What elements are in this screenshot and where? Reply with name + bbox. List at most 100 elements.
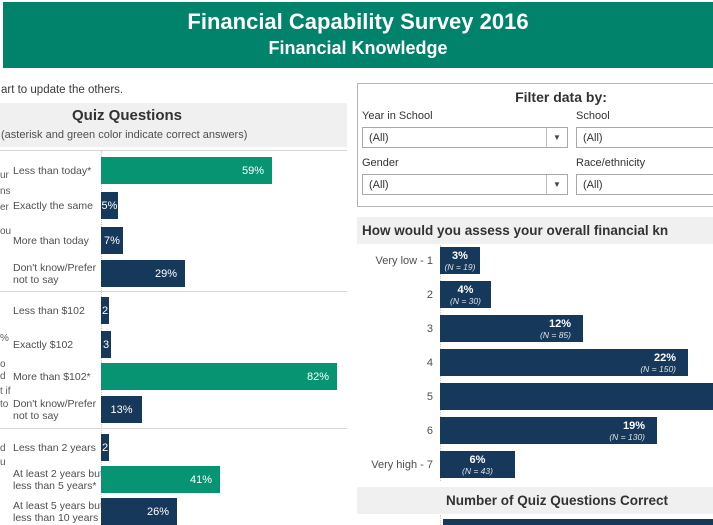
question-text-fragment: o <box>0 359 6 370</box>
assessment-bar[interactable]: 22% (N = 150) <box>440 349 688 376</box>
quiz-row-label: At least 2 years but less than 5 years* <box>13 468 103 492</box>
assessment-bar-n-label: (N = 30) <box>450 295 481 306</box>
quiz-group-separator <box>0 291 347 292</box>
quiz-bar[interactable]: 41% <box>101 466 220 493</box>
question-text-fragment: d <box>0 443 6 454</box>
quiz-correct-chart-title: Number of Quiz Questions Correct <box>357 487 713 514</box>
quiz-chart-subtitle: (asterisk and green color indicate corre… <box>1 129 248 141</box>
assessment-bar[interactable]: 3% (N = 19) <box>440 247 480 274</box>
dropdown-selected-value: (All) <box>583 131 603 144</box>
assessment-bar[interactable]: 12% (N = 85) <box>440 315 583 342</box>
filter-dropdown-year-in-school[interactable]: (All) ▼ <box>362 127 568 148</box>
assessment-row-label: 4 <box>426 356 433 369</box>
assessment-row-label: Very high - 7 <box>371 458 433 471</box>
question-text-fragment: ou <box>0 226 12 237</box>
chevron-down-icon[interactable]: ▼ <box>546 175 567 194</box>
quiz-bar-value-label: 7% <box>104 234 120 247</box>
assessment-bar-n-label: (N = 130) <box>609 431 645 442</box>
quiz-bar-value-label: 13% <box>110 403 133 416</box>
assessment-row-label: 5 <box>426 390 433 403</box>
assessment-bar-value-label: 4% <box>457 283 474 296</box>
quiz-chart-top-border <box>0 150 347 151</box>
quiz-bar-value-label: 2 <box>101 441 109 454</box>
quiz-row-label: Less than 2 years <box>13 442 96 454</box>
assessment-bar-value-label: 3% <box>452 249 468 262</box>
question-text-fragment: ur <box>0 170 9 181</box>
quiz-bar-value-label: 82% <box>306 370 329 383</box>
quiz-bar[interactable]: 29% <box>101 260 185 287</box>
assessment-bar-n-label: (N = 85) <box>540 329 571 340</box>
dropdown-selected-value: (All) <box>583 178 603 191</box>
quiz-bar[interactable]: 7% <box>101 227 123 254</box>
quiz-bar-value-label: 5% <box>101 199 118 212</box>
assessment-bar-value-label: 6% <box>469 453 486 466</box>
quiz-row-label: More than today <box>13 235 89 247</box>
assessment-bar-value-label: 22% <box>653 351 676 364</box>
assessment-bar-n-label: (N = 43) <box>462 465 493 476</box>
filter-label: Year in School <box>362 110 433 122</box>
quiz-row-label: Don't know/Prefer not to say <box>13 398 97 422</box>
filter-label: Race/ethnicity <box>576 157 646 169</box>
quiz-row-label: Exactly the same <box>13 200 93 212</box>
assessment-bar[interactable]: 4% (N = 30) <box>440 281 491 308</box>
assessment-bar-n-label: (N = 19) <box>444 261 476 272</box>
chevron-down-icon[interactable]: ▼ <box>546 128 567 147</box>
quiz-bar[interactable]: 5% <box>101 192 118 219</box>
question-text-fragment: % <box>0 333 9 344</box>
quiz-bar-value-label: 29% <box>154 267 177 280</box>
quiz-chart-title: Quiz Questions <box>71 107 182 124</box>
assessment-bar-value-label: 12% <box>548 317 571 330</box>
question-text-fragment: u <box>0 457 6 468</box>
quiz-bar[interactable]: 3 <box>101 331 111 358</box>
quiz-bar-value-label: 59% <box>241 164 264 177</box>
quiz-bar-value-label: 26% <box>146 505 169 518</box>
filter-panel-title: Filter data by: <box>515 89 607 105</box>
assessment-chart-title: How would you assess your overall financ… <box>357 217 713 244</box>
assessment-bar[interactable]: 6% (N = 43) <box>440 451 515 478</box>
quiz-row-label: Don't know/Prefer not to say <box>13 262 97 286</box>
assessment-bar[interactable] <box>440 383 713 410</box>
dropdown-selected-value: (All) <box>369 131 389 144</box>
quiz-bar[interactable]: 2 <box>101 434 109 461</box>
page-title: Financial Capability Survey 2016 <box>187 9 529 34</box>
question-text-fragment: ns <box>0 186 11 197</box>
filter-label: Gender <box>362 157 399 169</box>
quiz-correct-first-bar[interactable] <box>443 519 713 525</box>
quiz-bar-value-label: 41% <box>189 473 212 486</box>
quiz-group-separator <box>0 428 347 429</box>
quiz-row-label: Less than today* <box>13 165 92 177</box>
intro-text: art to update the others. <box>1 84 124 96</box>
assessment-bar-n-label: (N = 150) <box>640 363 676 374</box>
question-text-fragment: d <box>0 371 6 382</box>
quiz-correct-zero-axis <box>440 515 441 525</box>
assessment-row-label: 3 <box>426 322 433 335</box>
quiz-bar[interactable]: 2 <box>101 297 109 324</box>
quiz-bar-value-label: 3 <box>102 338 110 351</box>
filter-label: School <box>576 110 610 122</box>
assessment-row-label: 6 <box>426 424 433 437</box>
dropdown-selected-value: (All) <box>369 178 389 191</box>
assessment-bar-value-label: 19% <box>622 419 645 432</box>
quiz-title-band <box>0 103 347 147</box>
filter-dropdown-school[interactable]: (All) <box>576 127 713 148</box>
quiz-bar[interactable]: 13% <box>101 396 142 423</box>
filter-dropdown-gender[interactable]: (All) ▼ <box>362 174 568 195</box>
question-text-fragment: t if <box>0 386 11 397</box>
quiz-bar-value-label: 2 <box>101 304 109 317</box>
assessment-row-label: Very low - 1 <box>375 254 433 267</box>
assessment-row-label: 2 <box>426 288 433 301</box>
quiz-bar[interactable]: 59% <box>101 157 272 184</box>
quiz-row-label: At least 5 years but less than 10 years <box>13 500 103 524</box>
question-text-fragment: to <box>0 399 9 410</box>
quiz-row-label: More than $102* <box>13 371 91 383</box>
filter-dropdown-race-ethnicity[interactable]: (All) <box>576 174 713 195</box>
question-text-fragment: er <box>0 202 9 213</box>
page-subtitle: Financial Knowledge <box>268 38 448 58</box>
quiz-row-label: Exactly $102 <box>13 339 74 351</box>
quiz-row-label: Less than $102 <box>13 305 85 317</box>
assessment-bar[interactable]: 19% (N = 130) <box>440 417 657 444</box>
quiz-bar[interactable]: 26% <box>101 498 177 525</box>
header-banner: Financial Capability Survey 2016 Financi… <box>3 2 713 68</box>
quiz-bar[interactable]: 82% <box>101 363 337 390</box>
